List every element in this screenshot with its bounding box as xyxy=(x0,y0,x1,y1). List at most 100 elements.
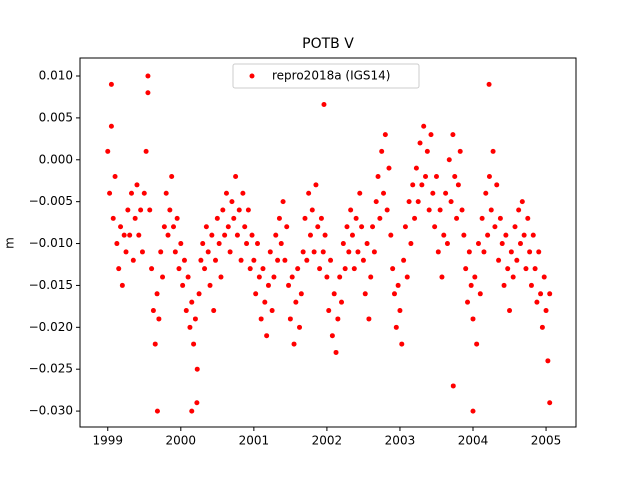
point xyxy=(156,316,162,322)
point xyxy=(433,174,439,180)
point xyxy=(121,232,127,238)
point xyxy=(326,308,332,314)
point xyxy=(225,224,231,230)
point xyxy=(413,165,419,171)
x-tick-label: 2001 xyxy=(239,434,270,448)
point xyxy=(465,299,471,305)
point xyxy=(538,291,544,297)
point xyxy=(519,199,525,205)
point xyxy=(178,241,184,247)
point xyxy=(364,241,370,247)
point xyxy=(534,299,540,305)
point xyxy=(424,148,430,154)
point xyxy=(198,257,204,263)
point xyxy=(244,241,250,247)
point xyxy=(240,190,246,196)
point xyxy=(331,291,337,297)
point xyxy=(521,232,527,238)
point xyxy=(512,224,518,230)
point xyxy=(346,249,352,255)
point xyxy=(373,199,379,205)
point xyxy=(189,408,195,414)
point xyxy=(125,207,131,213)
point xyxy=(321,101,327,107)
point xyxy=(468,282,474,288)
point xyxy=(390,266,396,272)
point xyxy=(428,132,434,138)
point xyxy=(382,132,388,138)
point xyxy=(483,190,489,196)
point xyxy=(231,215,237,221)
point xyxy=(229,199,235,205)
point xyxy=(412,215,418,221)
point xyxy=(379,148,385,154)
point xyxy=(494,182,500,188)
point xyxy=(530,232,536,238)
point xyxy=(490,148,496,154)
point xyxy=(497,215,503,221)
point xyxy=(262,299,268,305)
point xyxy=(399,341,405,347)
point xyxy=(435,249,441,255)
point xyxy=(391,291,397,297)
legend-box xyxy=(232,63,420,89)
point xyxy=(276,215,282,221)
point xyxy=(123,249,129,255)
point xyxy=(355,249,361,255)
point xyxy=(216,241,222,247)
point xyxy=(207,282,213,288)
y-tick-label: 0.000 xyxy=(39,152,73,166)
point xyxy=(171,224,177,230)
point xyxy=(547,291,553,297)
scatter-points xyxy=(105,73,553,414)
point xyxy=(463,266,469,272)
point xyxy=(404,274,410,280)
point xyxy=(265,282,271,288)
point xyxy=(134,182,140,188)
point xyxy=(317,266,323,272)
point xyxy=(112,174,118,180)
y-tick-label: −0.010 xyxy=(29,236,73,250)
point xyxy=(275,257,281,263)
point xyxy=(324,274,330,280)
point xyxy=(300,249,306,255)
point xyxy=(359,224,365,230)
point xyxy=(329,333,335,339)
point xyxy=(253,291,259,297)
point xyxy=(335,316,341,322)
x-tick-label: 2005 xyxy=(531,434,562,448)
point xyxy=(474,341,480,347)
point xyxy=(297,324,303,330)
point xyxy=(415,199,421,205)
point xyxy=(264,333,270,339)
point xyxy=(255,241,261,247)
point xyxy=(233,174,239,180)
point xyxy=(541,274,547,280)
point xyxy=(470,316,476,322)
point xyxy=(395,282,401,288)
point xyxy=(406,199,412,205)
point xyxy=(223,190,229,196)
point xyxy=(185,274,191,280)
point xyxy=(238,257,244,263)
point xyxy=(488,207,494,213)
point xyxy=(227,249,233,255)
point xyxy=(130,257,136,263)
point xyxy=(174,215,180,221)
point xyxy=(127,232,133,238)
point xyxy=(293,299,299,305)
legend: repro2018a (IGS14) xyxy=(232,63,420,89)
point xyxy=(337,274,343,280)
point xyxy=(315,224,321,230)
point xyxy=(525,215,531,221)
point xyxy=(306,190,312,196)
point xyxy=(419,182,425,188)
point xyxy=(145,73,151,79)
point xyxy=(342,266,348,272)
point xyxy=(247,266,253,272)
point xyxy=(289,274,295,280)
point xyxy=(200,241,206,247)
point xyxy=(503,232,509,238)
point xyxy=(393,324,399,330)
